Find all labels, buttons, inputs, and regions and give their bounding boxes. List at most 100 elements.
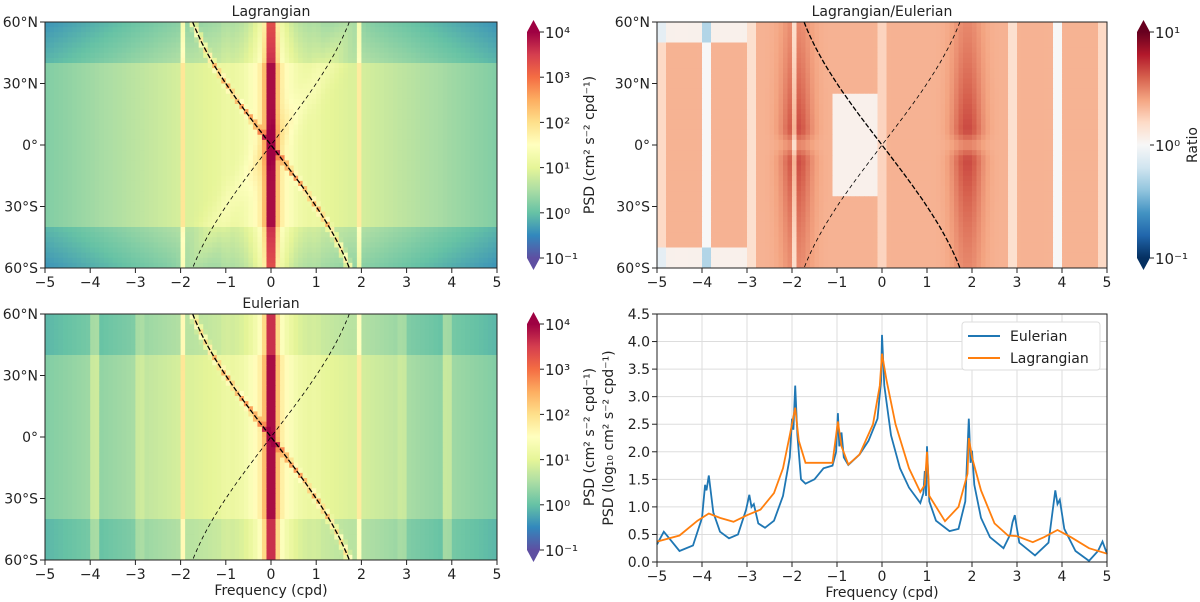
heatmap-cell xyxy=(167,206,172,213)
heatmap-cell xyxy=(198,63,204,69)
heatmap-cell xyxy=(85,252,91,259)
heatmap-cell xyxy=(958,22,964,28)
heatmap-cell xyxy=(447,227,453,233)
heatmap-cell xyxy=(112,180,118,187)
heatmap-cell xyxy=(483,165,489,172)
heatmap-cell xyxy=(478,165,484,172)
heatmap-cell xyxy=(451,139,457,146)
heatmap-cell xyxy=(298,47,304,54)
heatmap-cell xyxy=(492,247,498,254)
heatmap-cell xyxy=(49,160,55,166)
heatmap-cell xyxy=(139,88,145,95)
heatmap-cell xyxy=(384,63,389,69)
heatmap-cell xyxy=(411,186,417,192)
heatmap-cell xyxy=(397,104,403,110)
heatmap-cell xyxy=(158,73,163,79)
heatmap-cell xyxy=(864,22,869,28)
heatmap-cell xyxy=(329,114,335,120)
heatmap-cell xyxy=(72,221,78,228)
heatmap-cell xyxy=(271,68,276,74)
heatmap-cell xyxy=(103,211,109,218)
heatmap-cell xyxy=(442,119,448,125)
heatmap-cell xyxy=(252,257,258,264)
heatmap-cell xyxy=(370,78,376,84)
heatmap-cell xyxy=(252,114,258,120)
heatmap-cell xyxy=(230,191,236,197)
heatmap-cell xyxy=(370,63,376,69)
heatmap-cell xyxy=(289,32,294,38)
heatmap-cell xyxy=(72,211,78,218)
heatmap-cell xyxy=(307,227,313,233)
heatmap-cell xyxy=(230,180,236,187)
heatmap-cell xyxy=(207,247,213,254)
heatmap-cell xyxy=(76,196,82,202)
heatmap-cell xyxy=(424,27,430,33)
heatmap-cell xyxy=(176,134,181,141)
heatmap-cell xyxy=(126,242,132,248)
heatmap-cell xyxy=(334,63,340,69)
heatmap-cell xyxy=(320,104,326,110)
heatmap-cell xyxy=(225,211,231,218)
heatmap-cell xyxy=(248,257,254,264)
heatmap-cell xyxy=(447,232,453,238)
heatmap-cell xyxy=(438,129,444,136)
heatmap-cell xyxy=(225,145,231,151)
heatmap-cell xyxy=(158,211,163,218)
heatmap-cell xyxy=(99,83,105,90)
heatmap-cell xyxy=(320,37,326,43)
heatmap-cell xyxy=(334,170,340,177)
heatmap-cell xyxy=(221,42,227,49)
heatmap-cell xyxy=(225,221,231,228)
heatmap-cell xyxy=(99,42,105,49)
heatmap-cell xyxy=(162,186,168,192)
heatmap-cell xyxy=(135,145,141,151)
heatmap-cell xyxy=(356,196,362,202)
heatmap-cell xyxy=(117,242,123,248)
heatmap-cell xyxy=(257,252,263,259)
heatmap-cell xyxy=(225,27,231,33)
heatmap-cell xyxy=(406,257,412,264)
heatmap-cell xyxy=(424,134,430,141)
heatmap-cell xyxy=(424,242,430,248)
heatmap-cell xyxy=(194,83,200,90)
heatmap-cell xyxy=(406,57,412,64)
heatmap-cell xyxy=(261,165,267,172)
heatmap-cell xyxy=(370,73,376,79)
heatmap-cell xyxy=(112,124,118,131)
heatmap-cell xyxy=(99,237,105,243)
colorbar-label: PSD (cm² s⁻² cpd⁻¹) xyxy=(582,76,598,214)
heatmap-cell xyxy=(49,150,55,156)
heatmap-cell xyxy=(139,124,145,131)
heatmap-cell xyxy=(374,247,380,254)
heatmap-cell xyxy=(189,227,195,233)
heatmap-cell xyxy=(465,104,471,110)
heatmap-cell xyxy=(388,145,394,151)
heatmap-cell xyxy=(393,88,398,95)
heatmap-cell xyxy=(221,191,227,197)
heatmap-cell xyxy=(284,257,290,264)
heatmap-cell xyxy=(374,32,380,38)
heatmap-cell xyxy=(374,211,380,218)
heatmap-cell xyxy=(460,150,466,156)
heatmap-cell xyxy=(216,124,222,131)
heatmap-cell xyxy=(216,119,222,125)
heatmap-cell xyxy=(176,37,181,43)
heatmap-cell xyxy=(230,216,236,223)
heatmap-cell xyxy=(216,206,222,213)
heatmap-cell xyxy=(356,252,362,259)
heatmap-cell xyxy=(162,232,168,238)
heatmap-cell xyxy=(121,83,127,90)
heatmap-cell xyxy=(293,42,299,49)
heatmap-cell xyxy=(424,170,430,177)
heatmap-cell xyxy=(456,78,462,84)
heatmap-cell xyxy=(469,114,475,120)
heatmap-cell xyxy=(67,216,73,223)
heatmap-cell xyxy=(54,22,59,28)
heatmap-cell xyxy=(49,170,55,177)
heatmap-cell xyxy=(153,119,159,125)
heatmap-cell xyxy=(67,42,73,49)
heatmap-cell xyxy=(384,150,389,156)
heatmap-cell xyxy=(415,175,421,182)
heatmap-cell xyxy=(63,211,68,218)
heatmap-cell xyxy=(99,47,105,54)
